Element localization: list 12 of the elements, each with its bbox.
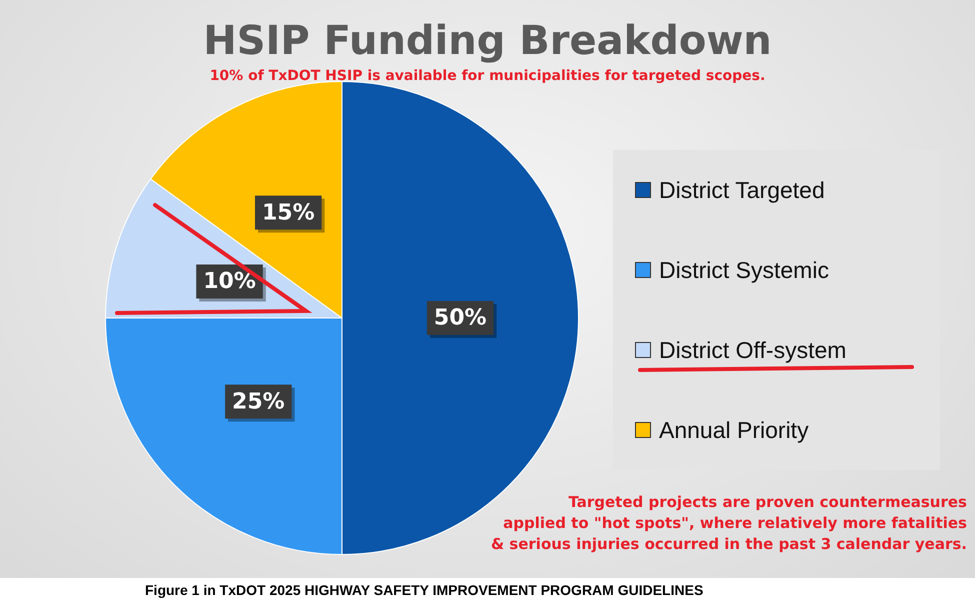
caption: Figure 1 in TxDOT 2025 HIGHWAY SAFETY IMPROVEMENT PROGRAM GUIDELINES [145,582,704,598]
chart-title: HSIP Funding Breakdown [202,18,773,64]
legend-label: District Systemic [659,256,829,284]
data-label: 25% [232,389,285,414]
chart-subtitle: 10% of TxDOT HSIP is available for municipalities for targeted scopes. [208,68,766,84]
legend-label: District Targeted [659,176,825,204]
data-label: 15% [262,200,315,226]
data-label: 10% [203,269,256,294]
text: Targeted projects are proven countermeasures applied to "hot spots", where relatively more fatalities & serious injuries occurred in the past 3 calendar years. [491,492,967,555]
legend-label: Annual Priority [659,416,809,444]
data-label: 50% [434,306,487,331]
legend-label: District Off-system [659,336,846,364]
